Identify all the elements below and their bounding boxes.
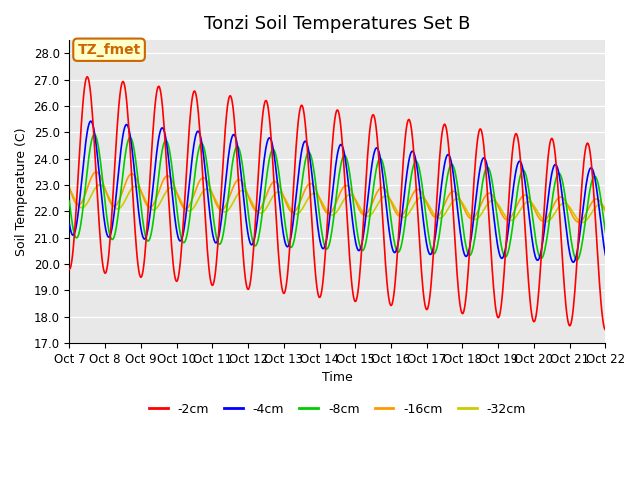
Legend: -2cm, -4cm, -8cm, -16cm, -32cm: -2cm, -4cm, -8cm, -16cm, -32cm [144,398,531,421]
Text: TZ_fmet: TZ_fmet [77,43,141,57]
Title: Tonzi Soil Temperatures Set B: Tonzi Soil Temperatures Set B [204,15,470,33]
X-axis label: Time: Time [322,372,353,384]
Y-axis label: Soil Temperature (C): Soil Temperature (C) [15,127,28,256]
